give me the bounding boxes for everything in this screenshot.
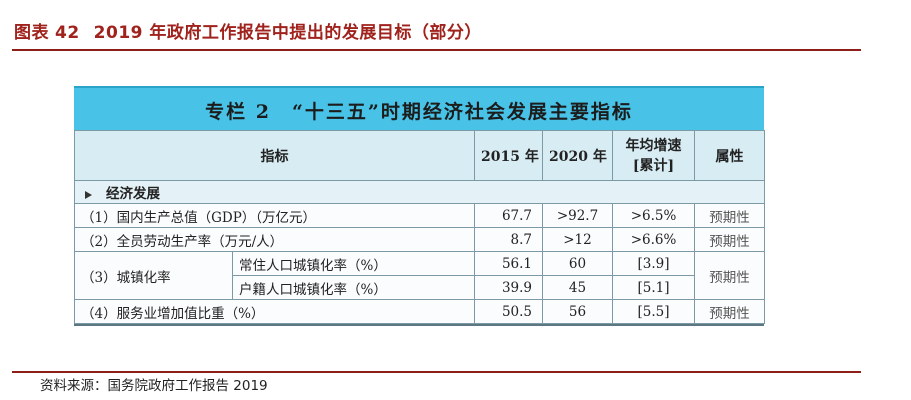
source-note: 资料来源：国务院政府工作报告 2019: [40, 378, 268, 394]
bottom-divider: [12, 371, 861, 373]
row-attribute: 预期性: [694, 227, 765, 252]
row-2020: >92.7: [542, 203, 613, 228]
indicator-table: 指标 2015 年 2020 年 年均增速 [累计] 属性 经济发展 （1）国内…: [74, 130, 765, 324]
row-name: （1）国内生产总值（GDP）（万亿元）: [74, 203, 475, 228]
row-2020: 56: [542, 299, 613, 324]
header-growth-line1: 年均增速: [625, 137, 682, 154]
table-row: （1）国内生产总值（GDP）（万亿元） 67.7 >92.7 >6.5% 预期性: [74, 203, 765, 228]
table-banner: 专栏 2 “十三五”时期经济社会发展主要指标: [74, 86, 764, 130]
row-2015: 8.7: [474, 227, 543, 252]
table-row: （4）服务业增加值比重（%） 50.5 56 [5.5] 预期性: [74, 299, 765, 324]
subrow-name: 户籍人口城镇化率（%）: [232, 275, 475, 300]
row-attribute: 预期性: [694, 203, 765, 228]
table-header-row: 指标 2015 年 2020 年 年均增速 [累计] 属性: [74, 130, 765, 181]
arrow-bullet-icon: [85, 190, 92, 199]
figure-caption: 2019 年政府工作报告中提出的发展目标（部分）: [93, 23, 482, 43]
header-attribute: 属性: [694, 130, 765, 181]
indicator-table-image: 专栏 2 “十三五”时期经济社会发展主要指标 指标 2015 年 2020 年 …: [74, 86, 765, 326]
figure-title: 图表 42 2019 年政府工作报告中提出的发展目标（部分）: [14, 18, 482, 43]
row-2015: 67.7: [474, 203, 543, 228]
header-2020: 2020 年: [542, 130, 613, 181]
row-name: （4）服务业增加值比重（%）: [74, 299, 475, 324]
row-attribute: 预期性: [694, 299, 765, 324]
figure-label: 图表: [14, 23, 49, 43]
header-2015: 2015 年: [474, 130, 543, 181]
group-name: （3）城镇化率: [74, 251, 233, 300]
header-growth: 年均增速 [累计]: [612, 130, 695, 181]
section-title: 经济发展: [106, 186, 160, 202]
row-growth: [5.5]: [612, 299, 695, 324]
row-name: （2）全员劳动生产率（万元/人）: [74, 227, 475, 252]
subrow-growth: [3.9]: [612, 251, 695, 276]
subrow-2015: 56.1: [474, 251, 543, 276]
row-2020: >12: [542, 227, 613, 252]
top-divider: [12, 49, 861, 51]
subrow-name: 常住人口城镇化率（%）: [232, 251, 475, 276]
subrow-growth: [5.1]: [612, 275, 695, 300]
banner-title: 专栏 2 “十三五”时期经济社会发展主要指标: [205, 101, 633, 123]
group-attribute: 预期性: [694, 251, 765, 300]
table-row: （3）城镇化率 常住人口城镇化率（%） 56.1 60 [3.9] 预期性: [74, 251, 765, 300]
subrow-2020: 60: [542, 251, 613, 276]
header-indicator: 指标: [74, 130, 475, 181]
figure-number: 42: [55, 23, 80, 43]
header-growth-line2: [累计]: [632, 157, 675, 174]
table-bottom-rule: [74, 324, 764, 326]
section-row: 经济发展: [74, 180, 765, 204]
table-row: 户籍人口城镇化率（%） 39.9 45 [5.1]: [75, 275, 765, 300]
subrow-2020: 45: [542, 275, 613, 300]
subrow-2015: 39.9: [474, 275, 543, 300]
table-row: （2）全员劳动生产率（万元/人） 8.7 >12 >6.6% 预期性: [74, 227, 765, 252]
row-growth: >6.6%: [612, 227, 695, 252]
row-growth: >6.5%: [612, 203, 695, 228]
row-2015: 50.5: [474, 299, 543, 324]
